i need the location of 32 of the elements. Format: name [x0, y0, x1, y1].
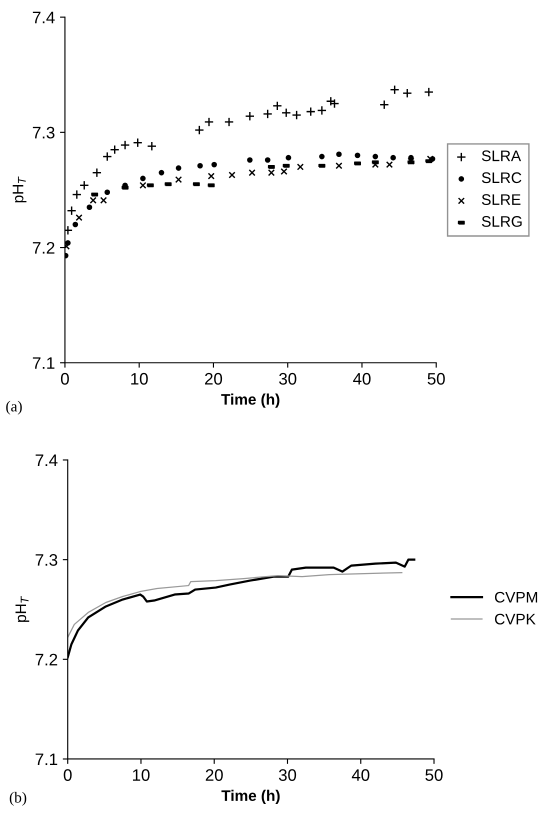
legend-label: SLRG [482, 216, 522, 227]
x-tick-label: 0 [60, 372, 69, 385]
x-tick-label: 10 [132, 769, 150, 781]
x-axis-title: Time (h) [221, 394, 280, 408]
x-tick-label: 10 [131, 372, 148, 385]
x-axis-title: Time (h) [221, 790, 280, 804]
y-tick-label: 7.2 [32, 242, 54, 254]
legend-label: SLRE [482, 194, 520, 205]
x-tick-label: 30 [279, 372, 296, 385]
x-tick-label: 50 [425, 769, 443, 781]
x-tick-label: 40 [353, 372, 371, 385]
text: (a) [6, 400, 22, 415]
x-tick-label: 30 [278, 769, 296, 781]
y-tick-label: 7.1 [36, 754, 58, 766]
legend-label: CVPK [494, 614, 536, 625]
y-tick-label: 7.3 [32, 126, 54, 139]
y-tick-label: 7.1 [32, 357, 54, 369]
x-tick-label: 40 [352, 769, 370, 781]
text: (b) [10, 792, 26, 806]
x-tick-label: 0 [64, 769, 72, 781]
legend-label: SLRC [482, 172, 522, 184]
x-tick-label: 20 [206, 769, 223, 781]
y-tick-label: 7.3 [36, 554, 58, 566]
y-axis-title: pH$_{T}$ [16, 596, 30, 622]
y-tick-label: 7.2 [36, 654, 58, 666]
legend-label: SLRA [482, 150, 522, 162]
legend-label: CVPM [494, 592, 538, 603]
y-tick-label: 7.4 [36, 454, 58, 466]
y-tick-label: 7.4 [32, 12, 55, 24]
y-axis-title: pH$_{T}$ [12, 176, 26, 202]
x-tick-label: 50 [428, 372, 445, 385]
x-tick-label: 20 [205, 372, 222, 385]
